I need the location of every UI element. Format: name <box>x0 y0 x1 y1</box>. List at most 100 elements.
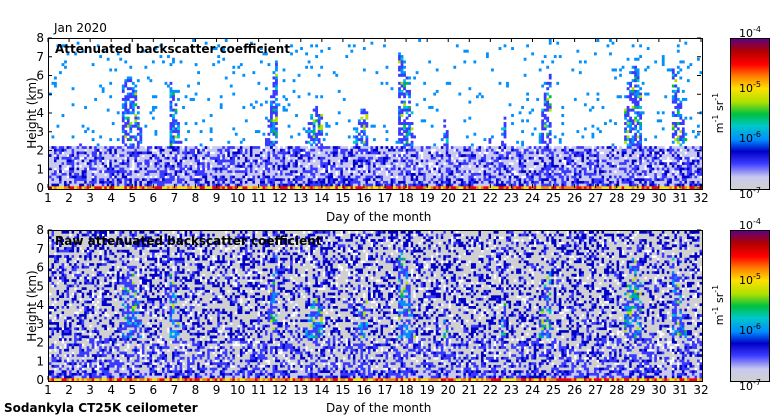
heatmap-cell <box>249 180 253 184</box>
heatmap-cell <box>420 175 424 179</box>
heatmap-cell <box>264 138 268 142</box>
heatmap-cell <box>631 108 635 112</box>
heatmap-cell <box>337 154 341 158</box>
heatmap-cell <box>247 186 251 189</box>
heatmap-cell <box>172 148 175 152</box>
heatmap-cell <box>453 172 457 176</box>
heatmap-cell <box>315 170 319 174</box>
heatmap-cell <box>383 172 386 176</box>
heatmap-cell <box>192 148 195 152</box>
heatmap-cell <box>493 167 497 171</box>
heatmap-cell <box>385 180 389 184</box>
heatmap-cell <box>661 175 665 179</box>
heatmap-cell <box>337 172 341 176</box>
heatmap-cell <box>79 178 82 182</box>
heatmap-cell <box>636 180 640 184</box>
heatmap-cell <box>357 162 361 166</box>
heatmap-cell <box>159 164 163 168</box>
heatmap-cell <box>503 151 507 155</box>
heatmap-cell <box>631 79 635 83</box>
heatmap-cell <box>131 178 135 182</box>
heatmap-cell <box>325 162 329 166</box>
heatmap-cell <box>543 162 547 166</box>
heatmap-cell <box>428 186 432 189</box>
heatmap-cell <box>448 162 452 166</box>
heatmap-cell <box>350 186 354 189</box>
heatmap-cell <box>581 146 585 150</box>
heatmap-cell <box>656 172 660 176</box>
heatmap-cell <box>352 156 356 160</box>
heatmap-cell <box>136 140 140 144</box>
heatmap-cell <box>106 172 110 176</box>
heatmap-cell <box>217 170 221 174</box>
heatmap-cell <box>149 154 153 158</box>
heatmap-cell <box>222 167 226 171</box>
heatmap-cell <box>646 172 650 176</box>
heatmap-cell <box>470 156 474 160</box>
heatmap-cell <box>684 154 688 158</box>
heatmap-cell <box>423 172 427 176</box>
heatmap-cell <box>340 175 344 179</box>
heatmap-cell <box>445 151 449 155</box>
heatmap-cell <box>556 159 560 163</box>
heatmap-cell <box>455 146 459 150</box>
heatmap-cell <box>342 156 346 160</box>
heatmap-cell <box>54 81 57 85</box>
heatmap-cell <box>581 156 585 160</box>
heatmap-cell <box>428 60 432 64</box>
heatmap-cell <box>418 39 422 42</box>
heatmap-cell <box>543 178 547 182</box>
heatmap-cell <box>212 148 216 152</box>
heatmap-cell <box>56 180 60 184</box>
heatmap-cell <box>322 183 326 187</box>
heatmap-cell <box>631 65 635 69</box>
heatmap-cell <box>91 159 95 163</box>
heatmap-cell <box>325 154 329 158</box>
heatmap-cell <box>322 172 326 176</box>
heatmap-cell <box>182 170 185 174</box>
heatmap-cell <box>350 170 354 174</box>
heatmap-cell <box>491 164 494 168</box>
heatmap-cell <box>134 122 138 126</box>
heatmap-cell <box>543 148 547 152</box>
heatmap-cell <box>272 100 276 104</box>
heatmap-cell <box>264 183 268 187</box>
heatmap-cell <box>317 170 321 174</box>
heatmap-cell <box>254 146 258 150</box>
heatmap-cell <box>275 68 278 72</box>
heatmap-cell <box>433 156 437 160</box>
heatmap-cell <box>408 175 411 179</box>
heatmap-cell <box>634 65 637 69</box>
heatmap-cell <box>543 154 547 158</box>
heatmap-cell <box>521 159 524 163</box>
heatmap-cell <box>234 172 238 176</box>
heatmap-cell <box>644 180 648 184</box>
heatmap-cell <box>151 151 155 155</box>
heatmap-cell <box>521 170 524 174</box>
heatmap-cell <box>320 151 324 155</box>
heatmap-cell <box>81 175 85 179</box>
heatmap-cell <box>239 159 243 163</box>
heatmap-cell <box>475 148 479 152</box>
heatmap-cell <box>214 146 218 150</box>
heatmap-cell <box>167 148 170 152</box>
heatmap-cell <box>425 154 429 158</box>
heatmap-cell <box>639 148 643 152</box>
heatmap-cell <box>684 159 688 163</box>
heatmap-cell <box>493 183 497 187</box>
heatmap-cell <box>217 146 221 150</box>
heatmap-cell <box>455 175 459 179</box>
heatmap-cell <box>591 154 595 158</box>
heatmap-cell <box>631 140 635 144</box>
heatmap-cell <box>74 52 77 56</box>
heatmap-cell <box>109 159 113 163</box>
heatmap-cell <box>86 175 90 179</box>
heatmap-cell <box>280 164 283 168</box>
heatmap-cell <box>66 172 70 176</box>
heatmap-cell <box>468 172 472 176</box>
heatmap-cell <box>277 186 281 189</box>
heatmap-cell <box>199 186 203 189</box>
heatmap-cell <box>169 180 173 184</box>
heatmap-cell <box>654 148 658 152</box>
heatmap-cell <box>109 178 113 182</box>
